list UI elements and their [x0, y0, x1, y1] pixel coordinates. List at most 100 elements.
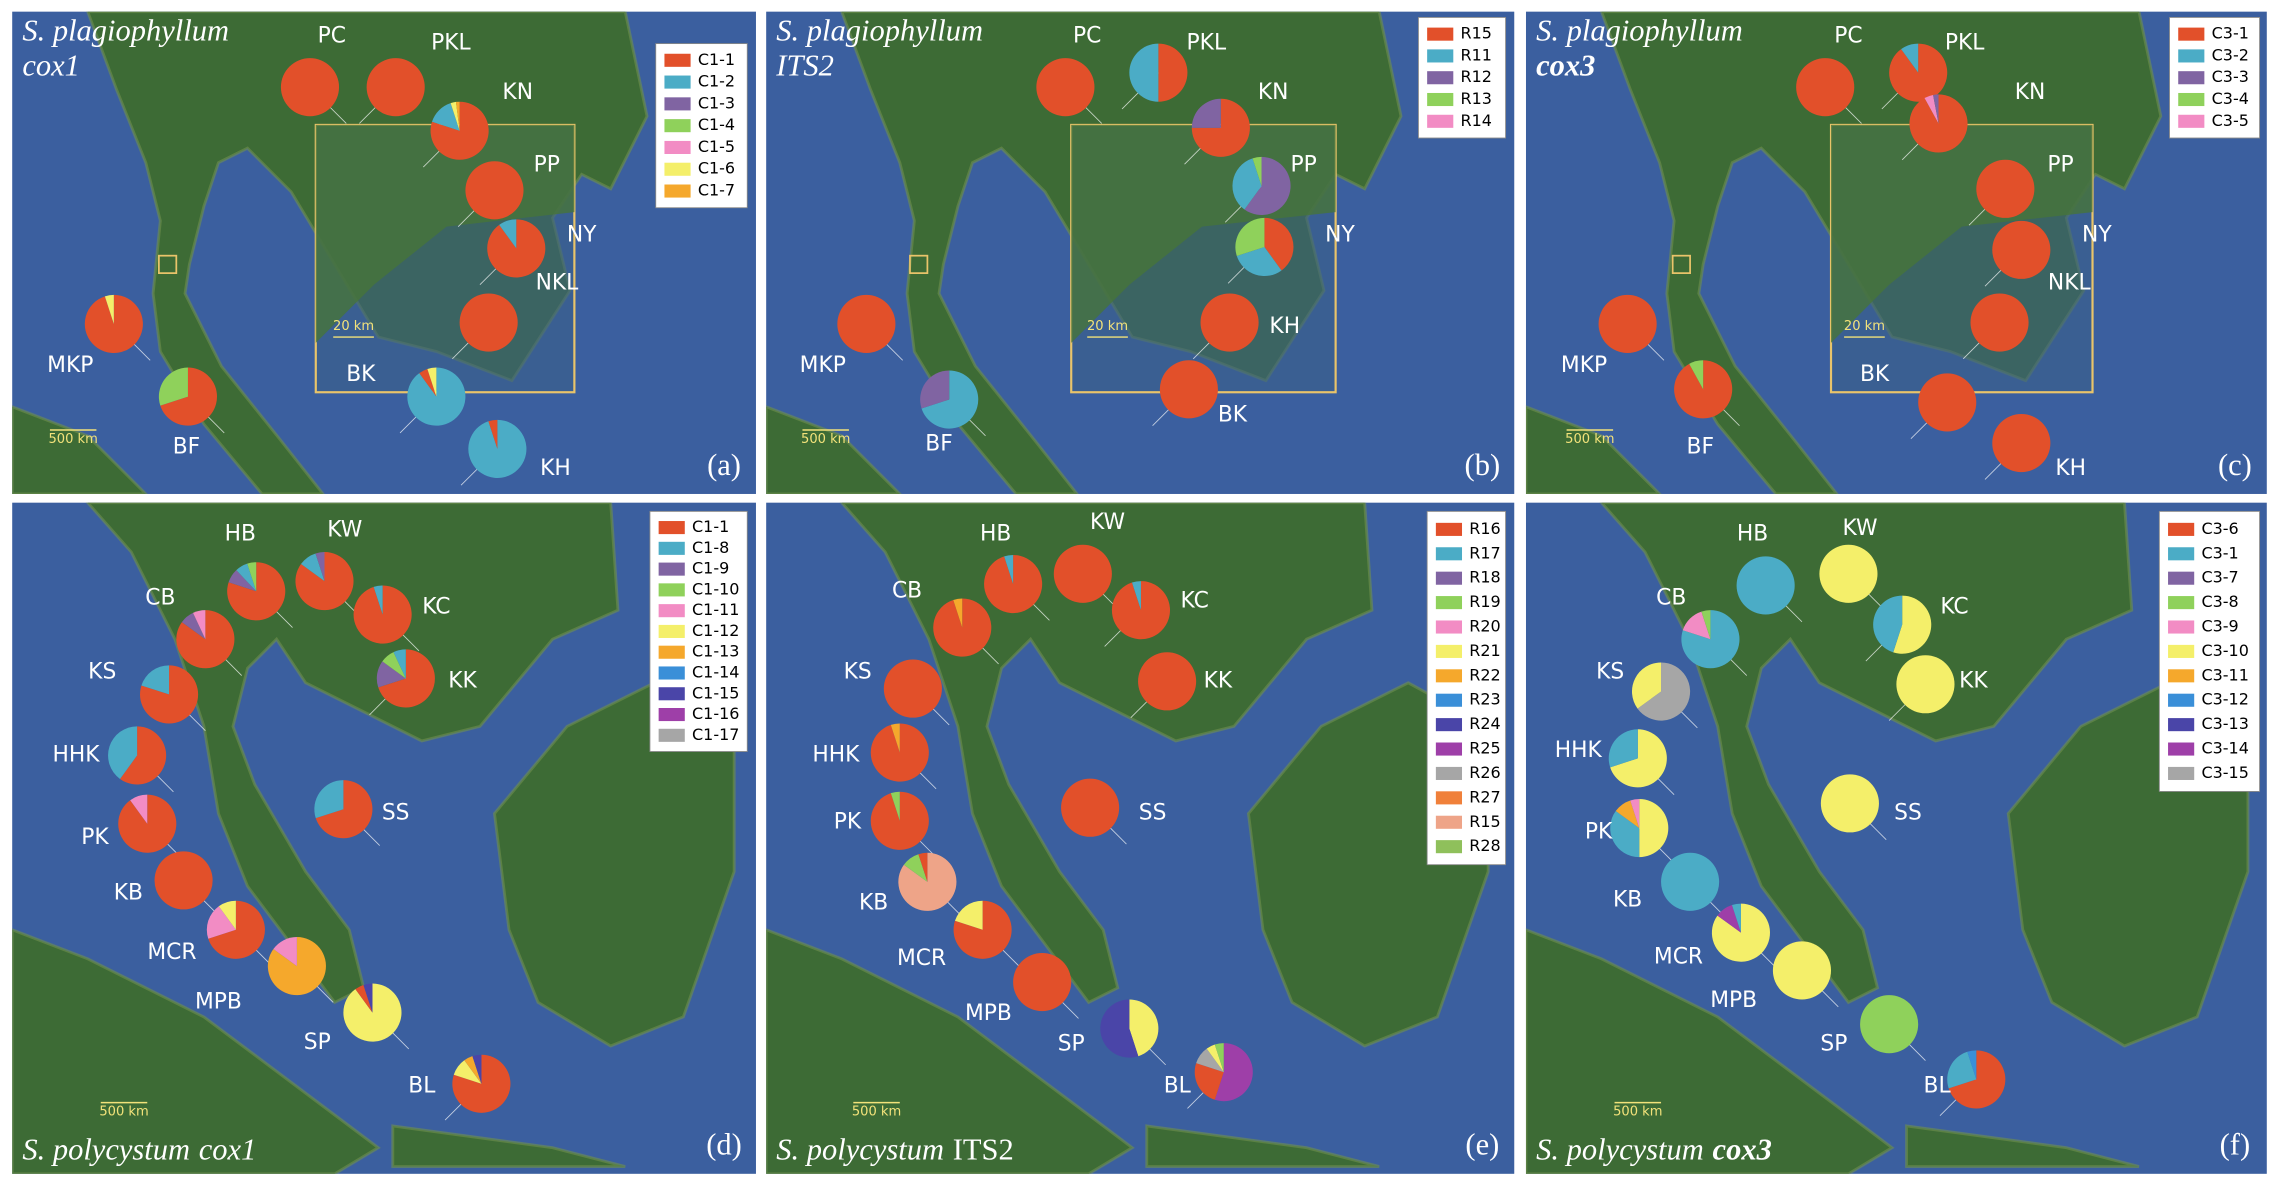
- pie-slice: [459, 293, 518, 352]
- pie-slice: [1711, 903, 1770, 962]
- inset-locator: [1671, 254, 1691, 274]
- scale-label: 500 km: [852, 1105, 901, 1120]
- legend-label: R12: [1461, 67, 1492, 86]
- pie-chart: [1191, 98, 1250, 157]
- legend-label: R15: [1461, 24, 1492, 43]
- pie-slice: [1819, 544, 1878, 603]
- legend-swatch: [658, 583, 685, 597]
- pie-slice: [267, 937, 326, 996]
- legend-swatch: [2178, 92, 2205, 107]
- site-label: KK: [1204, 668, 1233, 693]
- legend-swatch: [2168, 644, 2195, 658]
- legend-label: C1-1: [692, 517, 729, 536]
- pie-slice: [488, 419, 498, 449]
- site-label: HHK: [1555, 738, 1603, 763]
- scale-label: 500 km: [1565, 432, 1614, 447]
- pie-chart: [1860, 995, 1919, 1054]
- legend-label: R17: [1469, 543, 1500, 562]
- pie-chart: [140, 665, 199, 724]
- legend-swatch: [658, 687, 685, 701]
- legend-swatch: [2168, 766, 2195, 780]
- pie-slice: [918, 852, 928, 882]
- site-label: CB: [892, 578, 922, 603]
- pie-chart: [452, 1054, 511, 1113]
- map-panel: HB KW CB KC KS KK HHK SS PK KB MCR MPB SP BL C1-1 C1-8 C…: [12, 502, 756, 1174]
- pie-slice: [419, 368, 437, 397]
- legend-swatch: [2168, 620, 2195, 634]
- pie-slice: [883, 659, 942, 718]
- legend-label: R16: [1469, 519, 1500, 538]
- pie-chart: [353, 585, 412, 644]
- scale-label: 500 km: [801, 432, 850, 447]
- pie-slice: [84, 294, 143, 354]
- legend-label: R28: [1469, 836, 1500, 855]
- pie-chart: [1200, 293, 1259, 352]
- pie-slice: [1681, 610, 1740, 669]
- pie-slice: [300, 553, 325, 582]
- pie-chart: [984, 554, 1043, 614]
- legend-swatch: [664, 97, 691, 111]
- pie-chart: [1992, 414, 2051, 473]
- scale-label: 500 km: [48, 432, 97, 447]
- pie-slice: [1196, 1048, 1224, 1073]
- pie-slice: [487, 219, 546, 278]
- pie-chart: [1992, 220, 2051, 279]
- site-label: CB: [1656, 586, 1686, 611]
- pie-slice: [430, 101, 489, 160]
- pie-slice: [104, 294, 114, 324]
- legend-label: C1-12: [692, 621, 739, 640]
- pie-slice: [499, 219, 517, 249]
- pie-chart: [1896, 655, 1955, 714]
- pie-slice: [295, 552, 354, 611]
- legend-swatch: [2168, 522, 2195, 536]
- legend-swatch: [1435, 571, 1463, 585]
- site-label: KS: [844, 660, 872, 685]
- legend-label: C3-3: [2212, 67, 2249, 86]
- site-label: BF: [173, 434, 200, 459]
- legend-swatch: [658, 645, 685, 659]
- pie-slice: [373, 585, 383, 615]
- site-label: NKL: [536, 270, 580, 295]
- pie-slice: [1194, 1063, 1224, 1100]
- legend-label: C3-11: [2201, 665, 2248, 684]
- legend-label: C1-17: [692, 725, 739, 744]
- inset-scale-label: 20 km: [1087, 319, 1128, 334]
- pie-slice: [1976, 159, 2035, 218]
- legend-swatch: [664, 75, 691, 89]
- pie-slice: [455, 101, 460, 131]
- site-label: HB: [980, 522, 1011, 547]
- panel-title: S. polycystum cox1: [22, 1132, 256, 1166]
- pie-slice: [1736, 556, 1795, 615]
- legend-swatch: [2168, 596, 2195, 610]
- pie-slice: [130, 794, 148, 824]
- pie-slice: [1674, 360, 1733, 419]
- legend-label: C3-1: [2201, 543, 2238, 562]
- legend-label: R13: [1461, 89, 1492, 108]
- legend-swatch: [664, 53, 691, 67]
- legend-swatch: [1435, 840, 1463, 854]
- legend-swatch: [1427, 71, 1454, 85]
- site-label: BF: [1687, 434, 1714, 459]
- legend-label: R23: [1469, 690, 1500, 709]
- site-label: KB: [1613, 888, 1642, 913]
- pie-chart: [1598, 294, 1657, 354]
- marker-title: cox1: [199, 1132, 257, 1166]
- pie-slice: [1889, 43, 1948, 102]
- pie-slice: [206, 906, 236, 939]
- pie-chart: [1796, 58, 1855, 117]
- site-label: NY: [2082, 222, 2112, 247]
- legend-label: C1-1: [698, 50, 735, 69]
- site-label: MCR: [1654, 944, 1703, 969]
- pie-slice: [890, 791, 900, 821]
- legend-label: R24: [1469, 714, 1500, 733]
- map-content: HB KW CB KC KS KK HHK SS PK KB MCR MPB SP BL C3-6 C3-1 C…: [1525, 502, 2267, 1174]
- legend-swatch: [1435, 766, 1463, 780]
- site-label: SS: [1894, 801, 1922, 826]
- pie-slice: [120, 726, 167, 785]
- legend-swatch: [658, 708, 685, 722]
- pie-slice: [1036, 58, 1095, 117]
- pie-chart: [1061, 778, 1120, 837]
- pie-slice: [1947, 1051, 1977, 1089]
- legend-swatch: [1435, 620, 1463, 634]
- site-label: KB: [114, 880, 143, 905]
